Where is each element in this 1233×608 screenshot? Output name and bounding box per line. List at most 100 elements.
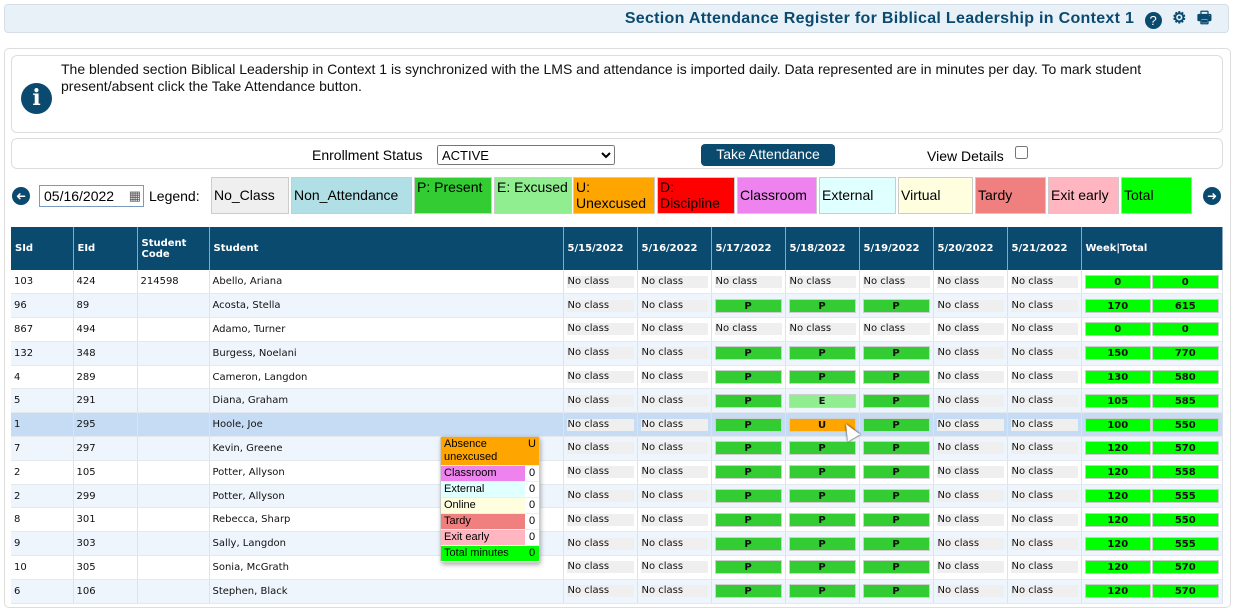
no-class-mark[interactable]: No class	[1010, 371, 1078, 384]
day-cell[interactable]: No class	[563, 579, 638, 604]
day-cell[interactable]: No class	[1007, 484, 1082, 509]
day-cell[interactable]: No class	[1007, 507, 1082, 533]
no-class-mark[interactable]: No class	[936, 418, 1004, 431]
column-header[interactable]: Student Code	[137, 227, 210, 270]
day-cell[interactable]: No class	[711, 270, 786, 295]
column-header[interactable]: 5/15/2022	[563, 227, 638, 270]
day-cell[interactable]: No class	[933, 507, 1008, 533]
day-cell[interactable]: No class	[637, 341, 712, 366]
table-row[interactable]: 2 105 Potter, Allyson No class No class P P P No…	[11, 460, 1223, 485]
day-cell[interactable]: P	[859, 436, 934, 461]
attendance-mark[interactable]: P	[788, 346, 856, 361]
attendance-mark[interactable]: P	[714, 298, 782, 313]
day-cell[interactable]: P	[859, 365, 934, 390]
attendance-mark[interactable]: P	[788, 298, 856, 313]
attendance-mark[interactable]: P	[714, 512, 782, 527]
day-cell[interactable]: No class	[933, 484, 1008, 509]
column-header[interactable]: 5/20/2022	[933, 227, 1008, 270]
no-class-mark[interactable]: No class	[1010, 299, 1078, 312]
day-cell[interactable]: P	[711, 484, 786, 509]
no-class-mark[interactable]: No class	[566, 323, 634, 336]
day-cell[interactable]: P	[859, 484, 934, 509]
attendance-mark[interactable]: P	[862, 298, 930, 313]
day-cell[interactable]: P	[711, 365, 786, 390]
print-icon[interactable]: 🖶	[1196, 10, 1212, 27]
no-class-mark[interactable]: No class	[1010, 418, 1078, 431]
day-cell[interactable]: No class	[563, 555, 638, 580]
day-cell[interactable]: P	[859, 555, 934, 580]
next-week-arrow-icon[interactable]: ➜	[1203, 187, 1221, 205]
day-cell[interactable]: No class	[637, 270, 712, 295]
column-header[interactable]: 5/21/2022	[1007, 227, 1082, 270]
column-header[interactable]: 5/17/2022	[711, 227, 786, 270]
no-class-mark[interactable]: No class	[640, 299, 708, 312]
no-class-mark[interactable]: No class	[1010, 466, 1078, 479]
calendar-icon[interactable]: ▦	[128, 188, 141, 204]
day-cell[interactable]: No class	[785, 270, 860, 295]
no-class-mark[interactable]: No class	[936, 442, 1004, 455]
no-class-mark[interactable]: No class	[566, 585, 634, 598]
day-cell[interactable]: No class	[563, 412, 638, 438]
attendance-mark[interactable]: P	[862, 560, 930, 575]
attendance-mark[interactable]: P	[788, 370, 856, 385]
no-class-mark[interactable]: No class	[566, 537, 634, 550]
previous-week-arrow-icon[interactable]: ➜	[12, 187, 30, 205]
take-attendance-button[interactable]: Take Attendance	[701, 144, 835, 166]
day-cell[interactable]: No class	[637, 484, 712, 509]
day-cell[interactable]: No class	[637, 293, 712, 319]
day-cell[interactable]: No class	[933, 436, 1008, 461]
day-cell[interactable]: No class	[1007, 531, 1082, 557]
day-cell[interactable]: P	[785, 555, 860, 580]
day-cell[interactable]: No class	[1007, 365, 1082, 390]
attendance-mark[interactable]: P	[862, 536, 930, 551]
attendance-mark[interactable]: P	[788, 512, 856, 527]
no-class-mark[interactable]: No class	[1010, 347, 1078, 360]
table-row[interactable]: 867 494 Adamo, Turner No class No class No cl…	[11, 317, 1223, 342]
no-class-mark[interactable]: No class	[566, 275, 634, 288]
column-header[interactable]: 5/19/2022	[859, 227, 934, 270]
day-cell[interactable]: P	[859, 507, 934, 533]
day-cell[interactable]: No class	[563, 317, 638, 342]
day-cell[interactable]: P	[859, 388, 934, 414]
no-class-mark[interactable]: No class	[566, 418, 634, 431]
gear-icon[interactable]: ⚙	[1172, 10, 1187, 27]
no-class-mark[interactable]: No class	[566, 513, 634, 526]
attendance-mark[interactable]: P	[862, 346, 930, 361]
day-cell[interactable]: No class	[563, 341, 638, 366]
help-icon[interactable]: ?	[1144, 12, 1162, 29]
no-class-mark[interactable]: No class	[1010, 442, 1078, 455]
day-cell[interactable]: No class	[1007, 293, 1082, 319]
no-class-mark[interactable]: No class	[640, 347, 708, 360]
day-cell[interactable]: P	[711, 531, 786, 557]
day-cell[interactable]: No class	[1007, 460, 1082, 485]
day-cell[interactable]: P	[859, 460, 934, 485]
day-cell[interactable]: No class	[563, 388, 638, 414]
no-class-mark[interactable]: No class	[936, 561, 1004, 574]
day-cell[interactable]: No class	[1007, 341, 1082, 366]
day-cell[interactable]: P	[785, 531, 860, 557]
day-cell[interactable]: P	[711, 460, 786, 485]
day-cell[interactable]: P	[785, 365, 860, 390]
day-cell[interactable]: No class	[637, 555, 712, 580]
attendance-mark[interactable]: U	[788, 417, 856, 432]
day-cell[interactable]: No class	[637, 388, 712, 414]
no-class-mark[interactable]: No class	[566, 347, 634, 360]
attendance-mark[interactable]: P	[714, 560, 782, 575]
attendance-mark[interactable]: P	[862, 393, 930, 408]
no-class-mark[interactable]: No class	[1010, 513, 1078, 526]
day-cell[interactable]: No class	[711, 317, 786, 342]
column-header[interactable]: Week|Total	[1081, 227, 1223, 270]
day-cell[interactable]: No class	[563, 436, 638, 461]
column-header[interactable]: EId	[73, 227, 138, 270]
day-cell[interactable]: No class	[859, 270, 934, 295]
day-cell[interactable]: No class	[933, 531, 1008, 557]
no-class-mark[interactable]: No class	[1010, 490, 1078, 503]
table-row[interactable]: 8 301 Rebecca, Sharp No class No class P P P No …	[11, 507, 1223, 533]
no-class-mark[interactable]: No class	[640, 466, 708, 479]
no-class-mark[interactable]: No class	[936, 347, 1004, 360]
day-cell[interactable]: No class	[933, 388, 1008, 414]
no-class-mark[interactable]: No class	[936, 513, 1004, 526]
attendance-mark[interactable]: P	[714, 536, 782, 551]
day-cell[interactable]: No class	[637, 579, 712, 604]
attendance-mark[interactable]: P	[714, 489, 782, 504]
